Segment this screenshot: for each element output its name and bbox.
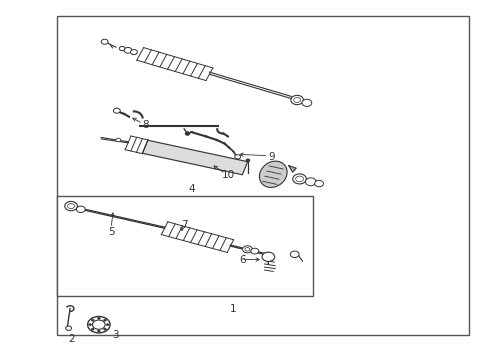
- Circle shape: [68, 203, 74, 208]
- Circle shape: [76, 206, 85, 212]
- Circle shape: [290, 251, 299, 257]
- Circle shape: [91, 328, 94, 330]
- Circle shape: [291, 95, 303, 105]
- Circle shape: [305, 178, 316, 186]
- Circle shape: [124, 48, 132, 53]
- Circle shape: [130, 50, 137, 55]
- Circle shape: [89, 324, 92, 326]
- Bar: [57, 196, 313, 296]
- Circle shape: [103, 319, 106, 321]
- Text: 4: 4: [188, 184, 195, 194]
- Circle shape: [262, 252, 275, 261]
- Circle shape: [116, 138, 121, 142]
- Bar: [57, 16, 469, 336]
- Text: 5: 5: [108, 227, 114, 237]
- Text: 3: 3: [113, 330, 119, 341]
- Circle shape: [106, 324, 109, 326]
- Circle shape: [65, 202, 77, 211]
- Text: 10: 10: [221, 170, 235, 180]
- Circle shape: [294, 98, 300, 103]
- Circle shape: [315, 180, 323, 187]
- Text: 2: 2: [69, 334, 75, 344]
- Circle shape: [246, 159, 250, 162]
- Circle shape: [243, 246, 252, 253]
- Circle shape: [235, 155, 241, 159]
- Circle shape: [119, 46, 125, 51]
- Circle shape: [245, 248, 250, 251]
- Circle shape: [103, 328, 106, 330]
- Circle shape: [93, 320, 105, 329]
- Text: 7: 7: [181, 220, 187, 230]
- Circle shape: [91, 319, 94, 321]
- Text: 1: 1: [229, 303, 236, 314]
- Circle shape: [114, 108, 120, 113]
- Polygon shape: [289, 166, 296, 172]
- Text: 8: 8: [142, 120, 148, 130]
- Circle shape: [98, 330, 100, 332]
- Circle shape: [251, 248, 259, 254]
- Ellipse shape: [259, 161, 287, 188]
- Circle shape: [66, 326, 72, 330]
- Text: 9: 9: [269, 152, 275, 162]
- Circle shape: [302, 99, 312, 107]
- Text: 6: 6: [239, 255, 246, 265]
- Circle shape: [295, 176, 303, 182]
- Circle shape: [101, 39, 108, 44]
- Circle shape: [88, 316, 110, 333]
- Polygon shape: [143, 140, 247, 175]
- Circle shape: [293, 174, 306, 184]
- Circle shape: [185, 132, 190, 135]
- Circle shape: [98, 317, 100, 319]
